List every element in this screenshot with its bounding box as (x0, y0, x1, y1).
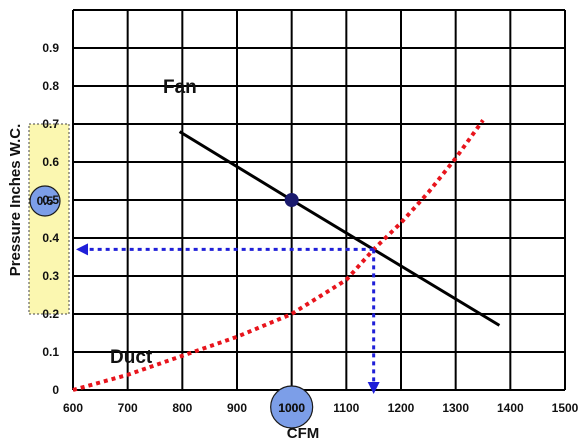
x-tick-label: 1300 (442, 401, 469, 415)
x-marker-label: 1000 (278, 401, 305, 415)
tick-label-layer: 600 700 800 900 1000 1100 1200 1300 1400 1500 0 0.1… (42, 41, 578, 415)
series-line-fan (178, 130, 501, 327)
y-tick-label: 0.4 (42, 231, 59, 245)
arrow-head-left (76, 243, 88, 256)
series-label-duct: Duct (110, 347, 153, 368)
y-highlight-band (28, 123, 70, 315)
x-tick-label: 1100 (333, 401, 359, 415)
x-tick-label: 1000 (278, 401, 305, 415)
x-tick-label: 1200 (388, 401, 415, 415)
y-tick-label: 0.1 (42, 345, 59, 359)
series-label-fan: Fan (163, 77, 197, 98)
y-tick-label: 0.8 (42, 79, 59, 93)
y-marker-label: 0.5 (37, 194, 54, 208)
y-tick-label: 0.7 (42, 117, 59, 131)
operating-point (284, 193, 299, 207)
y-tick-label: 0.6 (42, 155, 59, 169)
y-axis-title: Pressure Inches W.C. (7, 124, 24, 277)
series-line-duct (72, 119, 485, 392)
y-highlight-band-layer (28, 123, 70, 315)
y-marker-circle (29, 185, 61, 217)
y-tick-label: 0.9 (42, 41, 59, 55)
x-axis-title: CFM (287, 425, 320, 442)
intersection-arrows-layer (76, 243, 380, 394)
y-tick-label: 0.5 (42, 193, 59, 207)
y-tick-label: 0 (52, 383, 59, 397)
x-tick-label: 1500 (552, 401, 579, 415)
y-tick-label: 0.3 (42, 269, 59, 283)
arrow-head-down (367, 382, 380, 394)
x-tick-label: 1400 (497, 401, 524, 415)
x-tick-label: 900 (227, 401, 247, 415)
x-tick-label: 700 (118, 401, 138, 415)
y-tick-label: 0.2 (42, 307, 59, 321)
marker-layer: 0.5 1000 (29, 185, 314, 429)
x-tick-label: 600 (63, 401, 83, 415)
x-marker-circle (270, 385, 314, 429)
x-tick-label: 800 (172, 401, 192, 415)
grid-layer (72, 9, 566, 391)
